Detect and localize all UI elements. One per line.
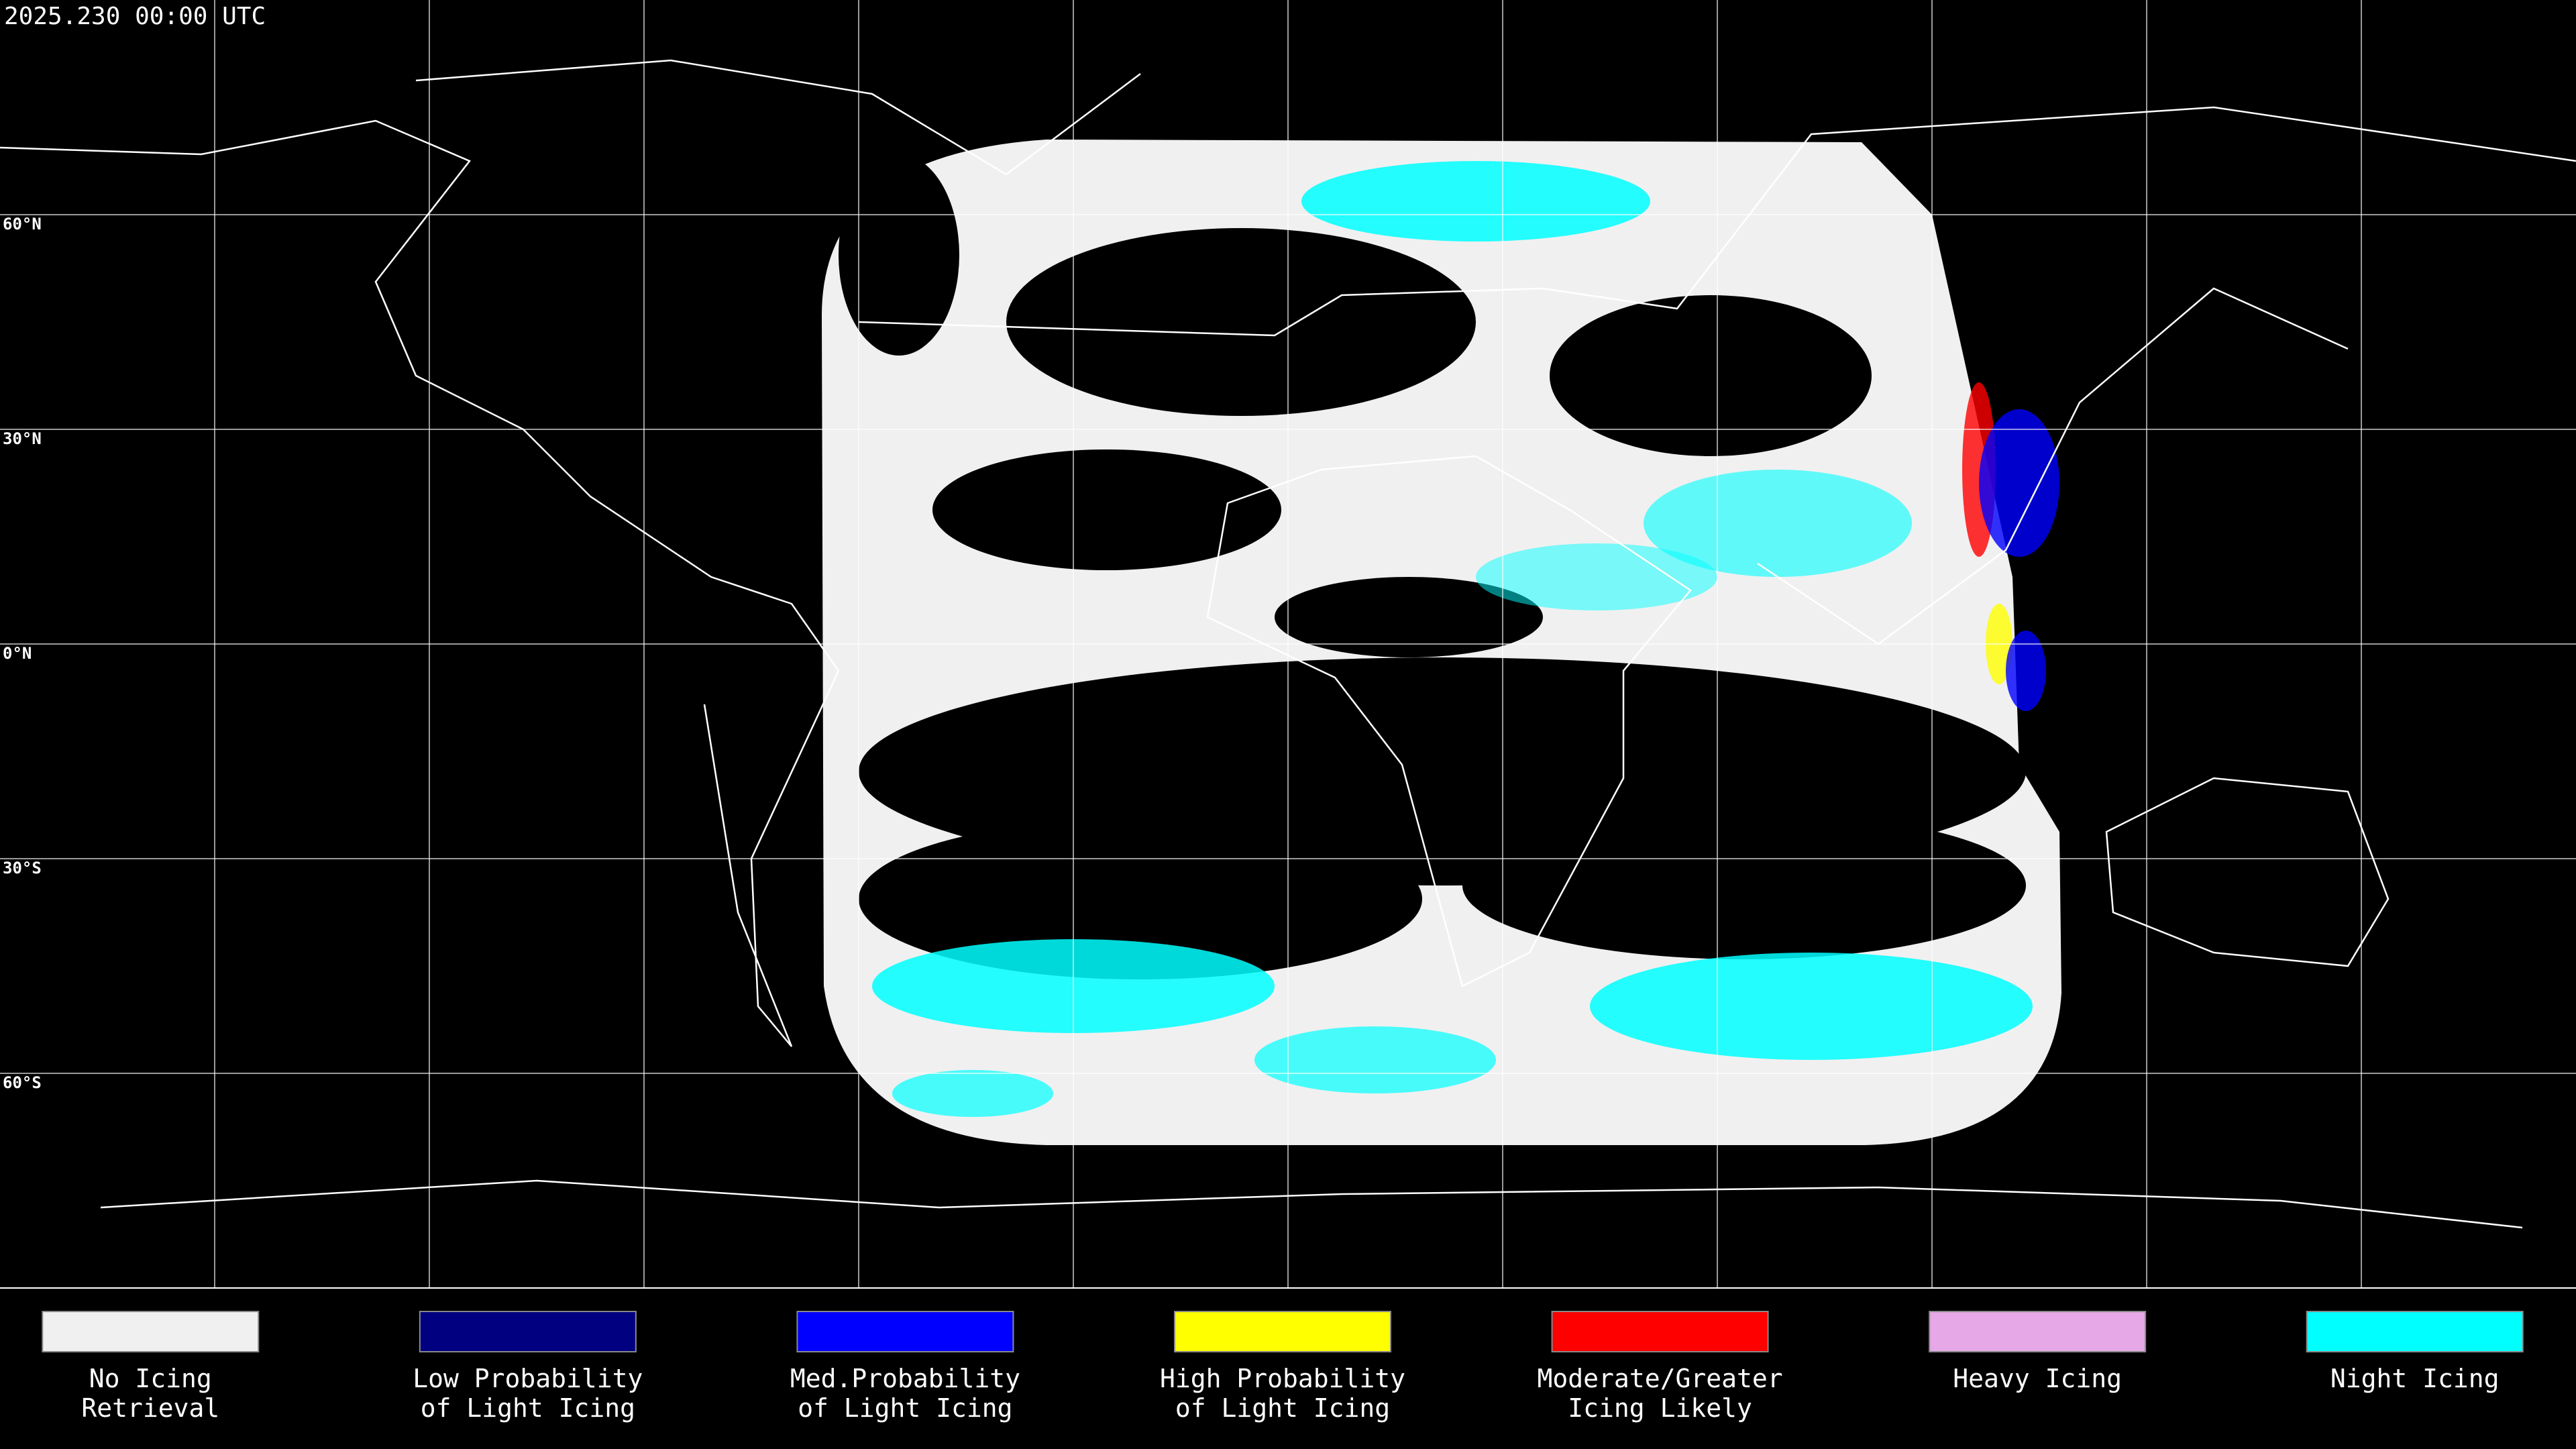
satellite-coverage [822, 140, 2061, 1145]
lat-label: 60°N [3, 215, 42, 233]
map-title: 2025.230 00:00 UTC [4, 3, 266, 30]
lat-label: 30°S [3, 859, 42, 877]
legend-label: High Probability [1160, 1364, 1405, 1393]
legend-label: Retrieval [81, 1393, 219, 1423]
lat-labels: 60°N 30°N 0°N 30°S 60°S [3, 215, 42, 1092]
legend-label: No Icing [89, 1364, 212, 1393]
lat-label: 60°S [3, 1073, 42, 1092]
legend-label: of Light Icing [1175, 1393, 1390, 1423]
legend-label: of Light Icing [798, 1393, 1012, 1423]
legend-label: Moderate/Greater [1538, 1364, 1783, 1393]
legend-label: Heavy Icing [1953, 1364, 2122, 1393]
legend-swatch [796, 1311, 1014, 1352]
legend-swatch [419, 1311, 637, 1352]
lat-label: 30°N [3, 429, 42, 448]
legend-swatch [1929, 1311, 2147, 1352]
legend-swatch [2306, 1311, 2524, 1352]
legend-label: Med.Probability [790, 1364, 1020, 1393]
legend-label: Night Icing [2330, 1364, 2500, 1393]
graticule [0, 0, 2576, 1289]
legend-label: of Light Icing [421, 1393, 635, 1423]
lat-label: 0°N [3, 644, 32, 663]
legend-label: Icing Likely [1568, 1393, 1752, 1423]
legend-swatch [42, 1311, 260, 1352]
legend-swatch [1551, 1311, 1769, 1352]
legend-swatch [1174, 1311, 1391, 1352]
legend-label: Low Probability [413, 1364, 643, 1393]
